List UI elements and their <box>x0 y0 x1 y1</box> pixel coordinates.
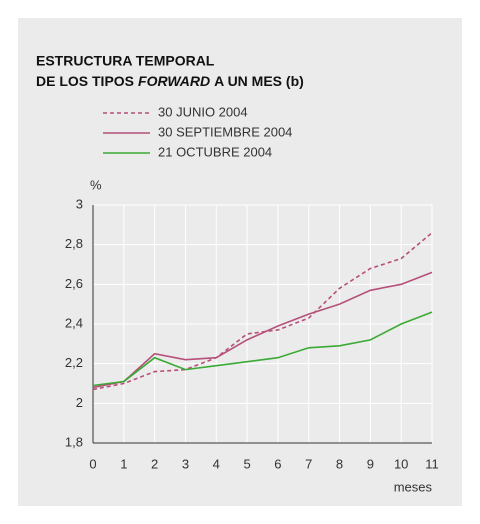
y-tick-label: 2,2 <box>65 355 83 370</box>
legend-label: 30 SEPTIEMBRE 2004 <box>158 124 292 139</box>
y-tick-label: 1,8 <box>65 434 83 449</box>
chart-title: ESTRUCTURA TEMPORAL <box>36 53 215 69</box>
title-part: DE LOS TIPOS <box>36 73 134 89</box>
y-axis-label: % <box>90 177 102 192</box>
x-tick-label: 5 <box>243 456 250 471</box>
line-series <box>92 311 433 387</box>
chart-title: DE LOS TIPOS FORWARD A UN MES (b) <box>36 73 304 89</box>
legend-label: 30 JUNIO 2004 <box>158 104 248 119</box>
x-tick-label: 0 <box>89 456 96 471</box>
x-tick-label: 3 <box>182 456 189 471</box>
line-series <box>92 271 433 389</box>
x-tick-label: 11 <box>425 456 439 471</box>
y-tick-label: 2,8 <box>65 236 83 251</box>
x-tick-label: 2 <box>151 456 158 471</box>
y-tick-label: 3 <box>76 196 83 211</box>
line-series <box>92 232 433 391</box>
x-axis-label: meses <box>394 479 433 494</box>
title-part: A UN MES (b) <box>214 73 304 89</box>
panel <box>18 18 462 506</box>
x-tick-label: 9 <box>367 456 374 471</box>
x-tick-label: 4 <box>213 456 220 471</box>
y-tick-label: 2,6 <box>65 276 83 291</box>
y-tick-label: 2 <box>76 395 83 410</box>
x-tick-label: 8 <box>336 456 343 471</box>
x-tick-label: 6 <box>274 456 281 471</box>
y-tick-label: 2,4 <box>65 315 83 330</box>
x-tick-label: 7 <box>305 456 312 471</box>
legend-label: 21 OCTUBRE 2004 <box>158 144 272 159</box>
title-part: FORWARD <box>138 73 210 89</box>
x-tick-label: 1 <box>120 456 127 471</box>
x-tick-label: 10 <box>394 456 408 471</box>
